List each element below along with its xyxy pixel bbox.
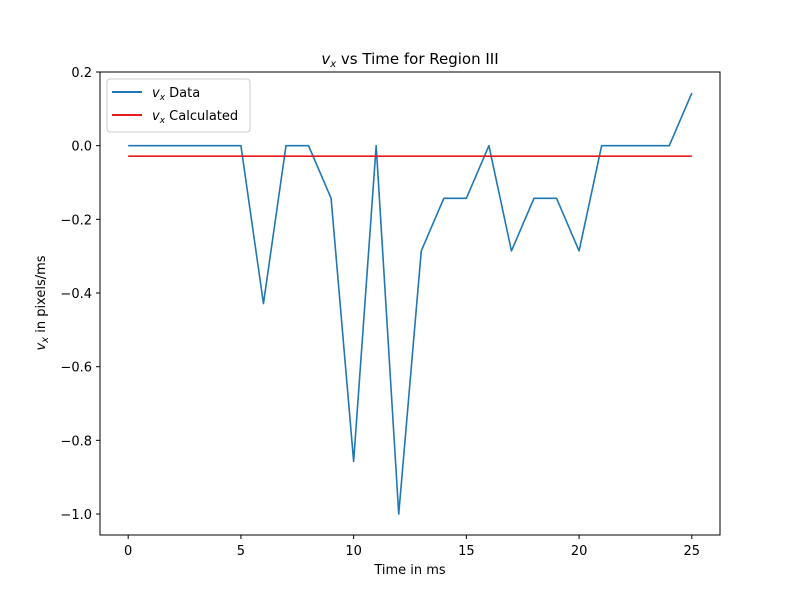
plot-area [99,71,721,536]
y-tick-label: −0.2 [60,213,92,228]
y-tick-label: −1.0 [60,508,92,523]
x-tick-label: 5 [237,544,245,559]
chart-title: vx vs Time for Region III [321,50,498,70]
x-axis: 0 5 10 15 20 25 [124,535,700,559]
x-tick-label: 15 [458,544,475,559]
y-tick-label: 0.0 [71,140,92,155]
legend-label-calculated: vx Calculated [152,109,238,126]
series-lines [128,92,693,515]
series-line-data [128,92,693,515]
y-axis-label: vx in pixels/ms [34,255,51,350]
x-tick-label: 20 [571,544,588,559]
x-axis-label: Time in ms [373,563,446,578]
x-tick-label: 0 [124,544,132,559]
y-tick-label: −0.8 [60,434,92,449]
y-axis: 0.2 0.0 −0.2 −0.4 −0.6 −0.8 −1.0 [60,66,100,523]
legend: vx Data vx Calculated [106,78,251,133]
legend-label-data: vx Data [152,86,200,103]
y-tick-label: −0.4 [60,287,92,302]
y-tick-label: −0.6 [60,361,92,376]
legend-box [106,78,251,133]
y-tick-label: 0.2 [71,66,92,81]
x-tick-label: 25 [684,544,701,559]
x-tick-label: 10 [345,544,362,559]
